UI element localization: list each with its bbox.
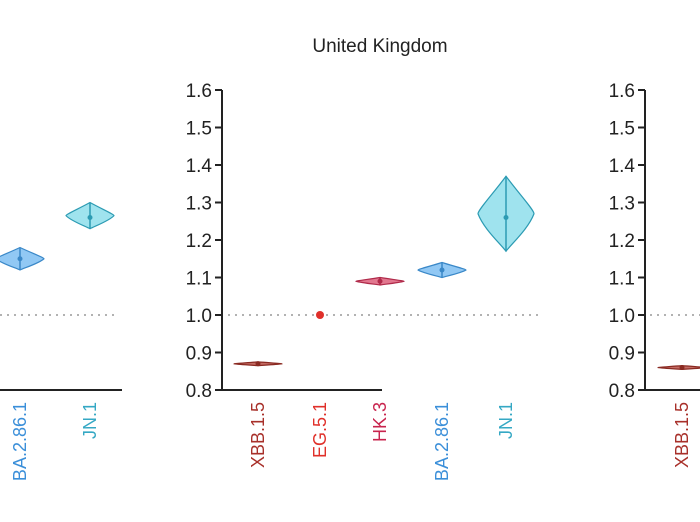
x-tick-label: BA.2.86.1 (432, 402, 452, 481)
y-tick-label: 1.5 (609, 119, 635, 140)
y-tick-label: 1.0 (186, 306, 212, 327)
chart-panel-3: 1.6 1.5 1.4 1.3 1.2 1.1 1.0 0.9 0.8 XBB.1.5 (609, 81, 700, 468)
y-tick-label: 1.1 (186, 269, 212, 290)
violin-median (87, 215, 93, 220)
violin-median (503, 215, 509, 220)
x-tick-label: JN.1 (496, 402, 516, 439)
x-tick-label: HK.3 (370, 402, 390, 442)
chart-panel-2: United Kingdom 1.6 1.5 1.4 1.3 1.2 1.1 1.0 0.9 0.… (186, 36, 540, 481)
y-tick-label: 1.4 (186, 156, 213, 177)
y-tick-label: 0.8 (609, 381, 635, 402)
y-tick-label: 1.2 (186, 231, 212, 252)
violin-shape (657, 365, 700, 370)
y-tick-label: 1.0 (609, 306, 635, 327)
y-tick-label: 1.6 (186, 81, 212, 102)
x-tick-label: JN.1 (80, 402, 100, 439)
x-tick-label: BA.2.86.1 (10, 402, 30, 481)
y-tick-label: 1.4 (609, 156, 636, 177)
chart-title: United Kingdom (312, 36, 447, 57)
y-tick-label: 1.6 (609, 81, 635, 102)
y-tick-label: 1.3 (186, 194, 212, 215)
violin-median (679, 365, 685, 370)
y-tick-label: 0.9 (609, 344, 635, 365)
y-tick-label: 1.1 (609, 269, 635, 290)
violin-median (17, 256, 23, 262)
chart-panel-1: BA.2.86.1 JN.1 (0, 201, 122, 481)
violin-median (255, 361, 261, 367)
violin-median (439, 267, 445, 273)
y-tick-label: 1.2 (609, 231, 635, 252)
violin-point (316, 311, 324, 319)
x-tick-label: XBB.1.5 (672, 402, 692, 468)
y-tick-label: 0.9 (186, 344, 212, 365)
x-tick-label: XBB.1.5 (248, 402, 268, 468)
violin-median (377, 278, 383, 284)
x-tick-label: EG.5.1 (310, 402, 330, 458)
y-tick-label: 1.5 (186, 119, 212, 140)
y-tick-label: 1.3 (609, 194, 635, 215)
y-tick-label: 0.8 (186, 381, 212, 402)
